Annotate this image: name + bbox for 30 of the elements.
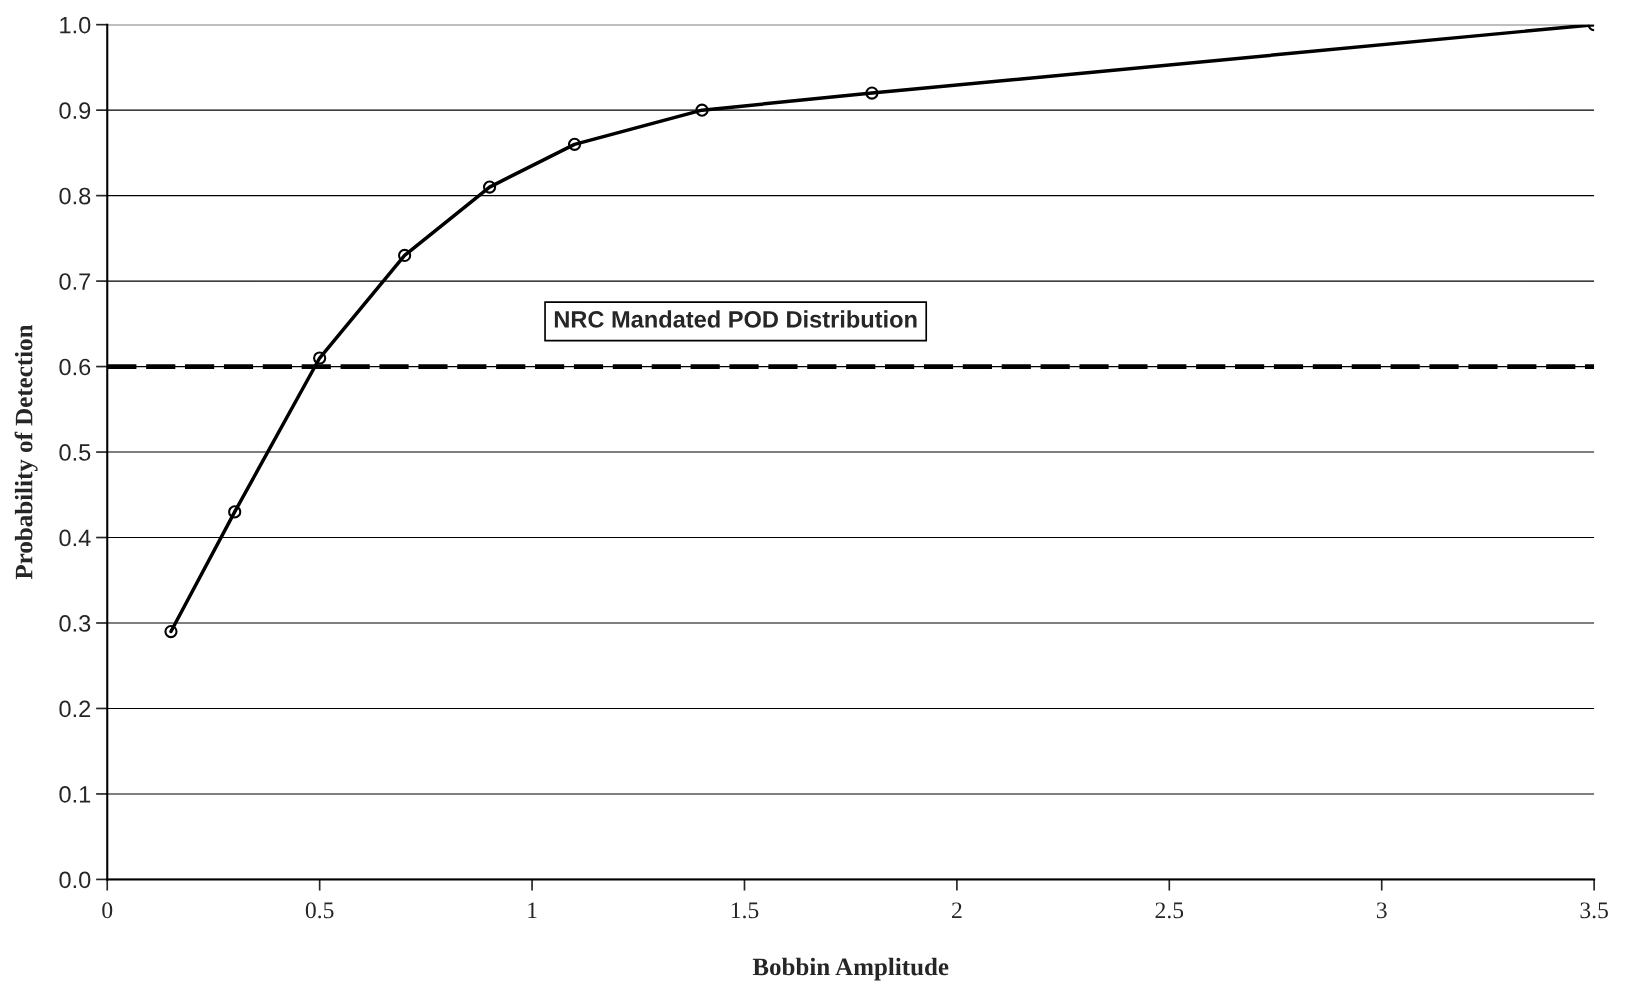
- x-tick-label: 0.5: [305, 902, 334, 919]
- y-axis-title: Probability of Detection: [14, 324, 38, 580]
- x-tick-label: 0: [102, 902, 113, 919]
- x-tick-label: 2.5: [1155, 902, 1184, 919]
- x-axis-title: Bobbin Amplitude: [752, 957, 949, 981]
- y-tick-label: 0.9: [59, 102, 91, 119]
- point: [567, 137, 582, 151]
- point: [482, 180, 497, 194]
- y-tick-label: 0.2: [59, 700, 91, 718]
- x-tick-label: 1: [528, 902, 537, 919]
- y-tick-label: 0.5: [59, 444, 91, 461]
- x-tick-label: 3: [1376, 902, 1387, 919]
- y-tick-label: 0.0: [59, 871, 91, 889]
- ref-line-label: NRC Mandated POD Distribution: [554, 310, 917, 328]
- point: [865, 86, 879, 100]
- point: [228, 505, 242, 519]
- point: [313, 351, 327, 365]
- x-tick-label: 2: [952, 902, 962, 919]
- y-tick-label: 0.7: [59, 273, 91, 290]
- y-tick-label: 1.0: [60, 16, 91, 34]
- point: [398, 248, 412, 263]
- y-tick-label: 0.3: [59, 615, 91, 632]
- y-tick-label: 0.4: [59, 529, 91, 547]
- y-tick-label: 0.6: [59, 358, 91, 376]
- x-tick-label: 1.5: [731, 902, 759, 919]
- y-tick-label: 0.1: [59, 786, 91, 803]
- point: [695, 103, 709, 117]
- y-tick-label: 0.8: [59, 187, 91, 205]
- point: [164, 624, 178, 639]
- x-tick-label: 3.5: [1580, 902, 1608, 919]
